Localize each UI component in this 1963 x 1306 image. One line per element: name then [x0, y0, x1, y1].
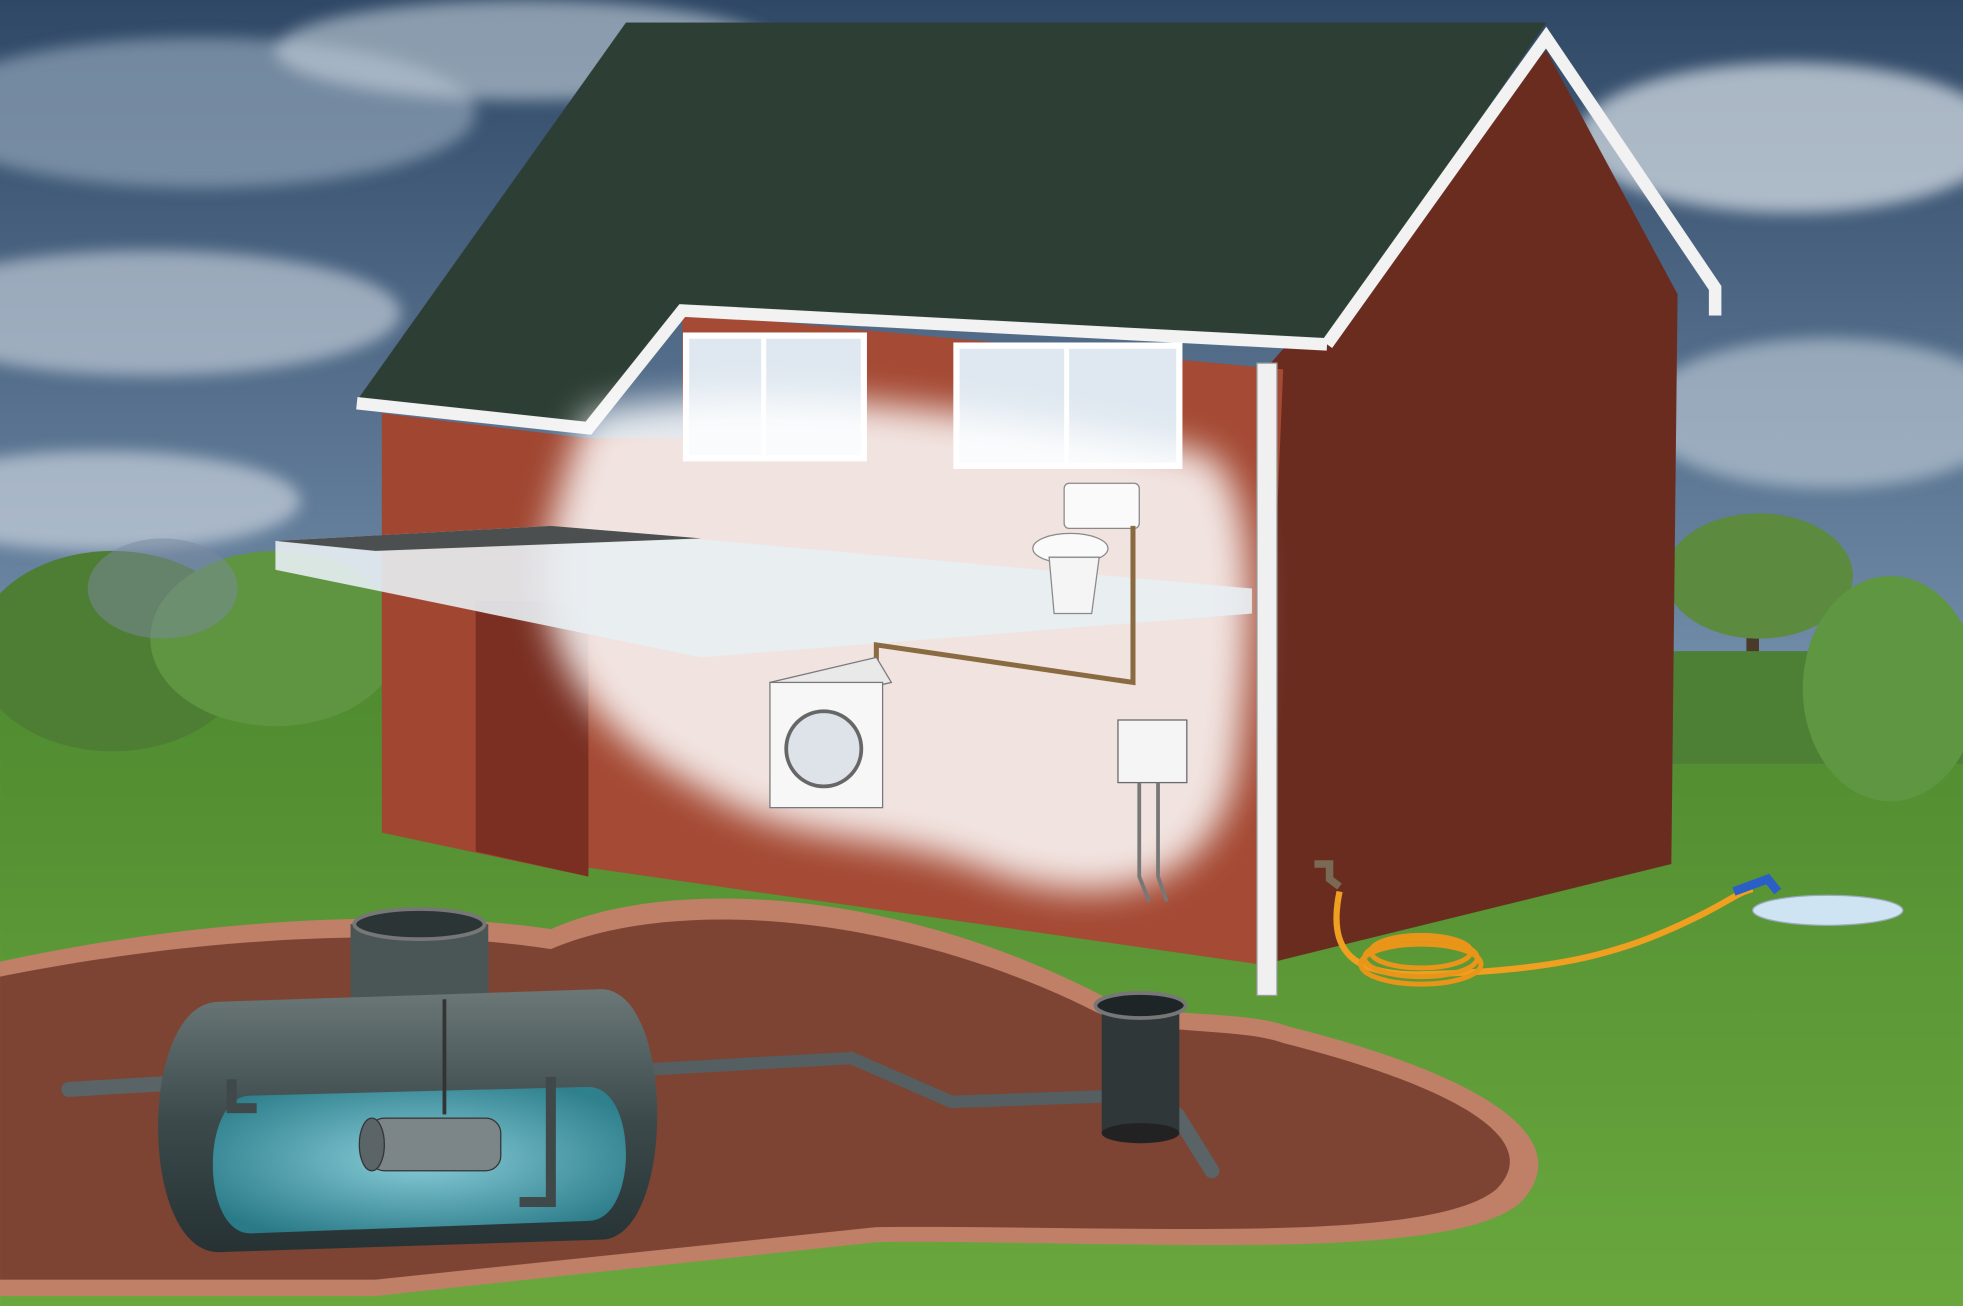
overflow-pipe — [619, 1051, 1133, 1109]
manhole-cover — [352, 907, 487, 941]
roof-fascia — [356, 304, 1328, 435]
pump-end — [358, 1117, 385, 1172]
garden-tap — [1314, 860, 1342, 890]
storage-tank — [158, 907, 658, 1253]
bush — [1802, 576, 1963, 802]
roof — [356, 22, 1547, 426]
washer-door — [784, 709, 864, 789]
flowering-bush — [87, 538, 238, 639]
canopy-roof — [275, 525, 702, 551]
toilet — [1032, 482, 1140, 615]
cloud — [0, 450, 301, 551]
puddle — [1752, 894, 1904, 926]
control-cables — [1137, 782, 1169, 903]
spray-nozzle — [1732, 873, 1782, 896]
chamber-body — [1101, 1007, 1180, 1134]
cloud — [0, 250, 401, 376]
tree-crown — [1665, 513, 1853, 639]
calmed-inlet — [226, 1079, 257, 1114]
hose-coil — [1358, 932, 1484, 987]
pump — [368, 1117, 502, 1172]
pedestal — [1048, 556, 1100, 615]
extension-side-wall — [475, 601, 589, 877]
downpipe — [1256, 362, 1278, 997]
tank-outlet — [519, 1076, 556, 1208]
washing-machine — [769, 656, 893, 809]
chamber-cover — [1093, 991, 1188, 1020]
cloud — [1640, 338, 1963, 489]
bushes-left — [0, 538, 401, 752]
outlet-pipe — [1169, 1106, 1220, 1179]
cloud — [1577, 62, 1963, 213]
chamber-base — [1101, 1123, 1180, 1144]
hose-loop — [1358, 941, 1484, 987]
control-box — [1117, 719, 1188, 784]
floor-slab — [275, 525, 1252, 658]
gable-fascia — [1321, 26, 1722, 348]
hose — [1333, 885, 1754, 978]
trees-right — [1665, 513, 1963, 802]
inspection-chamber — [1093, 991, 1188, 1144]
cistern — [1063, 482, 1140, 530]
